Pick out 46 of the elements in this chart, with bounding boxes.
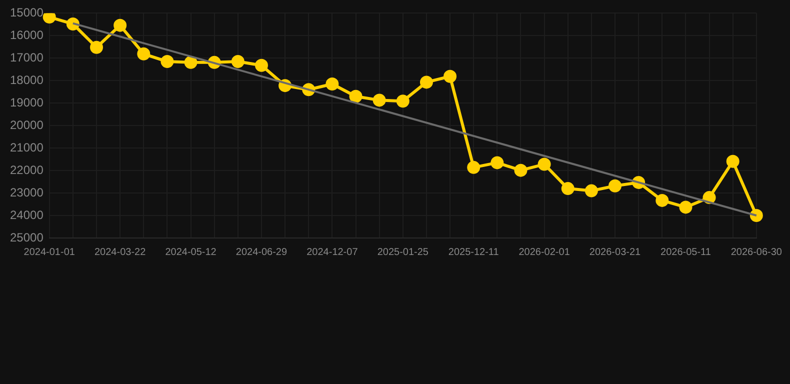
point: [467, 160, 480, 174]
point: [184, 56, 198, 69]
x-tick-label: 2024-12-07: [306, 246, 358, 258]
point: [420, 76, 433, 89]
x-tick-label: 2024-03-22: [94, 246, 146, 258]
point: [514, 164, 528, 177]
y-tick-label: 17000: [10, 50, 44, 64]
x-tick-label: 2024-05-12: [165, 246, 217, 258]
point: [679, 200, 692, 214]
y-tick-label: 18000: [10, 72, 44, 87]
point: [114, 18, 127, 32]
y-tick-label: 16000: [10, 28, 44, 42]
point: [490, 156, 504, 170]
y-tick-label: 19000: [10, 95, 44, 110]
point: [538, 158, 551, 171]
point: [561, 182, 574, 196]
point: [656, 194, 669, 207]
x-tick-label: 2026-05-11: [660, 246, 712, 258]
point: [608, 179, 622, 192]
point: [444, 70, 457, 83]
x-tick-label: 2026-06-30: [730, 246, 782, 258]
x-tick-label: 2026-02-01: [518, 246, 570, 258]
point: [254, 58, 268, 72]
point: [326, 78, 339, 91]
y-tick-label: 20000: [10, 118, 44, 132]
x-tick-label: 2024-01-01: [24, 246, 76, 258]
point: [702, 191, 716, 204]
point: [372, 94, 386, 107]
y-tick-label: 25000: [10, 230, 44, 244]
point: [726, 154, 740, 168]
point: [349, 90, 362, 103]
point: [160, 55, 174, 68]
point: [90, 40, 104, 54]
y-tick-label: 21000: [10, 140, 44, 154]
point: [584, 184, 598, 198]
y-tick-label: 22000: [10, 162, 44, 177]
y-tick-label: 15000: [10, 6, 44, 20]
point: [396, 94, 410, 108]
x-tick-label: 2025-01-25: [377, 246, 429, 258]
x-tick-label: 2025-12-11: [448, 246, 500, 258]
x-tick-label: 2026-03-21: [589, 246, 642, 258]
y-tick-label: 23000: [10, 185, 44, 200]
y-tick-label: 24000: [10, 208, 44, 222]
x-tick-label: 2024-06-29: [236, 246, 288, 258]
point: [137, 47, 150, 60]
point: [231, 55, 244, 68]
